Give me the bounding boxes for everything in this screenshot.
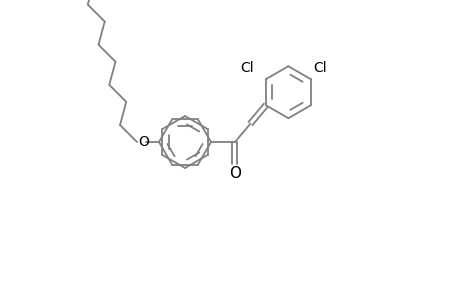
Text: Cl: Cl [240, 61, 253, 75]
Text: O: O [229, 167, 241, 182]
Text: Cl: Cl [312, 61, 326, 75]
Text: O: O [138, 135, 149, 149]
